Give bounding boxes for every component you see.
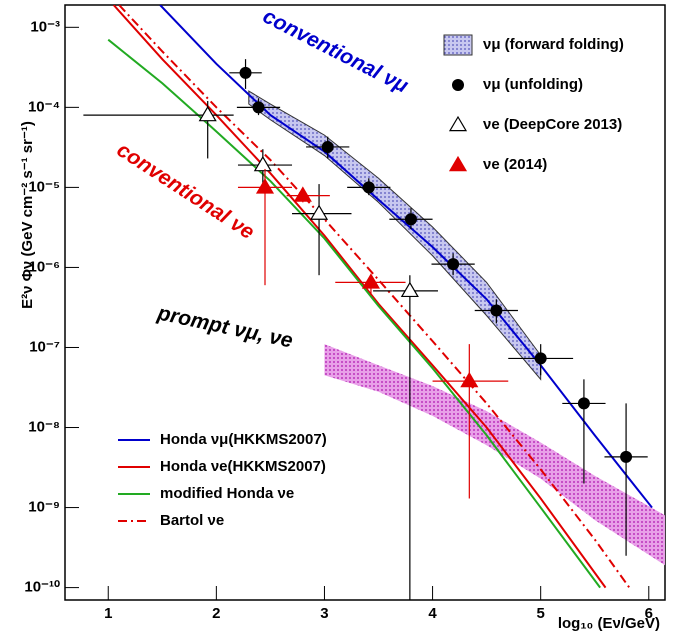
legend-swatch	[443, 34, 473, 56]
plot-frame	[64, 4, 666, 601]
data-point	[490, 304, 503, 317]
legend-label: Bartol νe	[160, 512, 224, 529]
data-point	[255, 178, 275, 194]
y-tick-label: 10⁻⁷	[29, 338, 60, 355]
data-point	[253, 155, 272, 172]
y-tick-label: 10⁻⁹	[28, 499, 60, 516]
data-point	[404, 213, 417, 226]
y-tick-label: 10⁻⁸	[28, 418, 60, 435]
y-tick-label: 10⁻⁶	[28, 258, 60, 275]
data-point	[577, 397, 590, 410]
legend-label: Honda νe(HKKMS2007)	[160, 458, 326, 475]
legend-marker	[448, 115, 468, 132]
legend-label: νe (DeepCore 2013)	[483, 116, 622, 133]
y-tick-label: 10⁻⁵	[28, 178, 60, 195]
data-point	[239, 66, 252, 79]
annotation: prompt νμ, νe	[155, 301, 296, 352]
data-point	[400, 281, 419, 298]
x-tick-label: 4	[428, 605, 437, 622]
data-point	[198, 105, 217, 122]
band	[324, 344, 665, 566]
curve	[107, 38, 601, 589]
x-tick-label: 2	[212, 605, 220, 622]
x-tick-label: 1	[104, 605, 112, 622]
data-point	[620, 450, 633, 463]
legend-marker	[452, 79, 464, 91]
data-point	[534, 352, 547, 365]
curve	[112, 5, 607, 589]
legend-label: Honda νμ(HKKMS2007)	[160, 431, 327, 448]
curve	[159, 5, 653, 509]
data-point	[321, 140, 334, 153]
x-tick-label: 5	[537, 605, 545, 622]
plot-area	[83, 5, 665, 600]
legend-label: νe (2014)	[483, 156, 547, 173]
y-tick-label: 10⁻¹⁰	[24, 579, 60, 596]
data-point	[460, 371, 479, 388]
data-point	[252, 101, 265, 114]
y-tick-label: 10⁻⁴	[28, 98, 60, 115]
data-point	[362, 181, 375, 194]
data-point	[447, 258, 460, 271]
legend-label: modified Honda νe	[160, 485, 294, 502]
legend-marker	[448, 155, 468, 172]
annotation: conventional νe	[113, 138, 259, 244]
x-tick-label: 3	[320, 605, 328, 622]
data-point	[361, 273, 380, 289]
curve	[118, 5, 631, 589]
legend-label: νμ (forward folding)	[483, 36, 624, 53]
annotation: conventional νμ	[259, 5, 412, 98]
y-tick-label: 10⁻³	[30, 18, 60, 35]
x-tick-label: 6	[645, 605, 653, 622]
data-point	[310, 204, 329, 220]
y-axis-label: E²ν Φν (GeV cm⁻² s⁻¹ sr⁻¹)	[19, 121, 36, 309]
legend-label: νμ (unfolding)	[483, 76, 583, 93]
data-point	[293, 186, 312, 202]
x-axis-label: log₁₀ (Eν/GeV)	[558, 615, 660, 632]
